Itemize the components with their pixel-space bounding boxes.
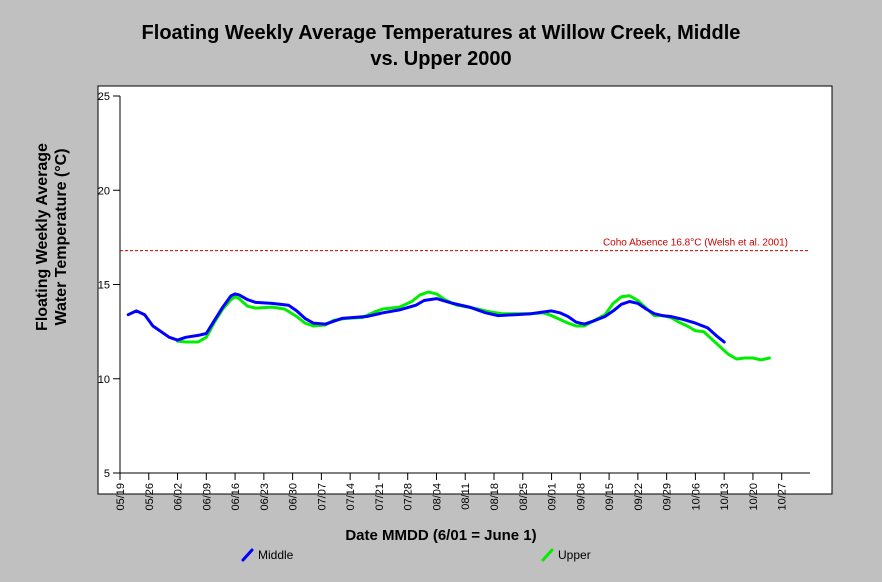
x-tick-label: 06/02 (173, 483, 185, 511)
y-tick-label: 15 (98, 280, 110, 292)
legend-label-upper: Upper (558, 548, 591, 562)
x-tick-label: 06/23 (259, 483, 271, 511)
x-tick-label: 09/29 (662, 483, 674, 511)
y-tick-label: 10 (98, 374, 110, 386)
chart-title: Floating Weekly Average Temperatures at … (0, 20, 882, 72)
y-tick-label: 25 (98, 91, 110, 103)
x-tick-label: 10/13 (719, 483, 731, 511)
x-tick-label: 10/27 (777, 483, 789, 511)
y-tick-label: 5 (104, 468, 110, 480)
x-tick-label: 05/19 (115, 483, 127, 511)
x-tick-label: 05/26 (144, 483, 156, 511)
x-tick-label: 07/28 (403, 483, 415, 511)
series-line-middle (126, 292, 726, 344)
x-tick-label: 06/16 (230, 483, 242, 511)
legend-label-middle: Middle (258, 548, 294, 562)
x-tick-label: 08/11 (460, 483, 472, 510)
chart-title-line-1: Floating Weekly Average Temperatures at … (141, 22, 741, 44)
y-axis-label-line-1: Floating Weekly Average (34, 143, 51, 331)
y-axis-label-line-2: Water Temperature (°C) (53, 148, 70, 325)
x-axis-label: Date MMDD (6/01 = June 1) (345, 527, 536, 544)
x-tick-label: 06/30 (288, 483, 300, 511)
legend-swatch-upper (541, 548, 554, 562)
plot-area (97, 85, 833, 495)
x-tick-label: 06/09 (201, 483, 213, 511)
legend-swatch-middle (241, 548, 254, 562)
x-tick-label: 09/15 (604, 483, 616, 511)
x-tick-label: 09/08 (575, 483, 587, 511)
series-line-upper (176, 290, 771, 362)
x-tick-label: 10/20 (748, 483, 760, 511)
x-tick-label: 10/06 (690, 483, 702, 511)
x-tick-label: 09/01 (547, 483, 559, 511)
y-tick-label: 20 (98, 185, 110, 197)
coho-absence-threshold-label: Coho Absence 16.8°C (Welsh et al. 2001) (603, 238, 788, 249)
x-tick-label: 07/21 (374, 483, 386, 511)
chart-title-line-2: vs. Upper 2000 (370, 48, 512, 70)
x-tick-label: 08/18 (489, 483, 501, 511)
x-tick-label: 07/14 (345, 483, 357, 511)
x-tick-label: 08/04 (431, 483, 443, 511)
x-tick-label: 08/25 (518, 483, 530, 511)
x-tick-label: 07/07 (316, 483, 328, 511)
x-tick-label: 09/22 (633, 483, 645, 511)
